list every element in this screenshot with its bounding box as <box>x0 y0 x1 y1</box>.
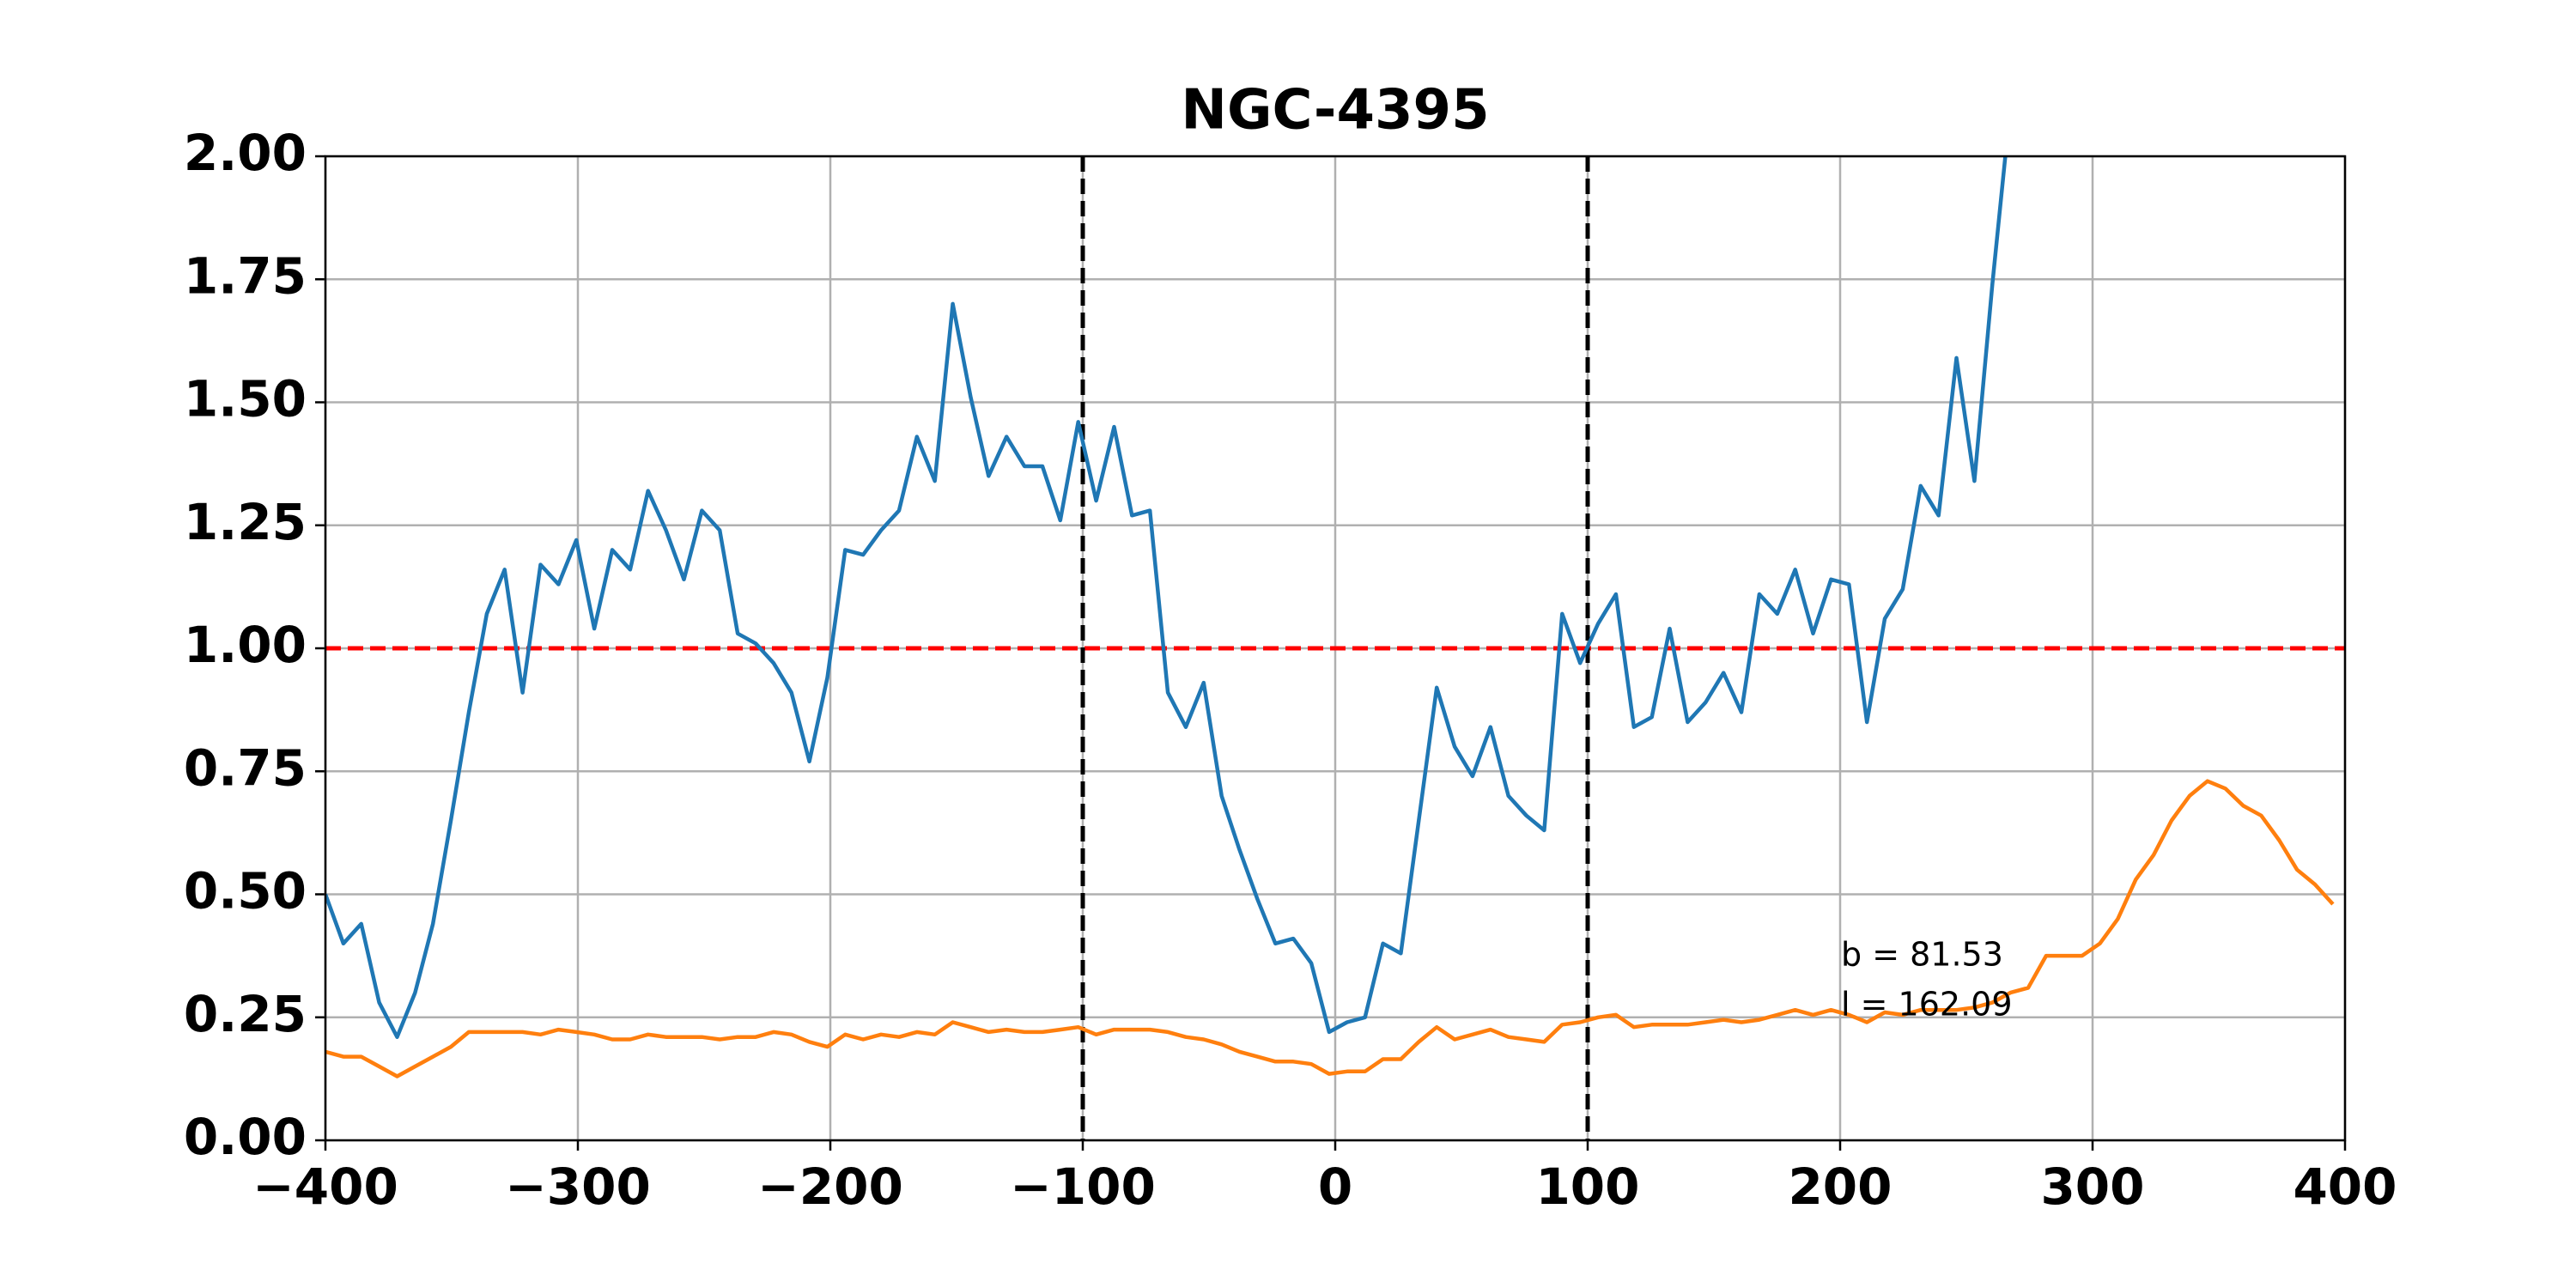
chart-title: NGC-4395 <box>1181 79 1489 143</box>
y-tick-label: 0.25 <box>184 985 307 1043</box>
y-tick-label: 0.75 <box>184 738 307 797</box>
x-tick-label: 100 <box>1535 1157 1639 1216</box>
y-tick-label: 1.00 <box>184 616 307 674</box>
annotation: b = 81.53 <box>1841 936 2003 974</box>
plot-frame <box>324 155 2347 1142</box>
y-tick-label: 0.00 <box>184 1108 307 1166</box>
annotation: l = 162.09 <box>1841 986 2013 1024</box>
x-tick-label: −100 <box>1010 1157 1156 1216</box>
y-tick-label: 0.50 <box>184 862 307 920</box>
x-tick-label: 0 <box>1318 1157 1352 1216</box>
series-line <box>325 156 2008 1039</box>
x-tick-label: 400 <box>2293 1157 2397 1216</box>
x-tick-label: 300 <box>2040 1157 2144 1216</box>
x-tick-label: −200 <box>757 1157 903 1216</box>
y-tick-label: 1.25 <box>184 493 307 551</box>
series-line <box>325 779 2335 1078</box>
y-tick-label: 1.50 <box>184 370 307 428</box>
y-tick-label: 2.00 <box>184 124 307 182</box>
y-tick-label: 1.75 <box>184 246 307 305</box>
x-tick-label: 200 <box>1788 1157 1892 1216</box>
x-tick-label: −300 <box>505 1157 651 1216</box>
x-tick-label: −400 <box>252 1157 398 1216</box>
plot-area <box>325 156 2345 1140</box>
